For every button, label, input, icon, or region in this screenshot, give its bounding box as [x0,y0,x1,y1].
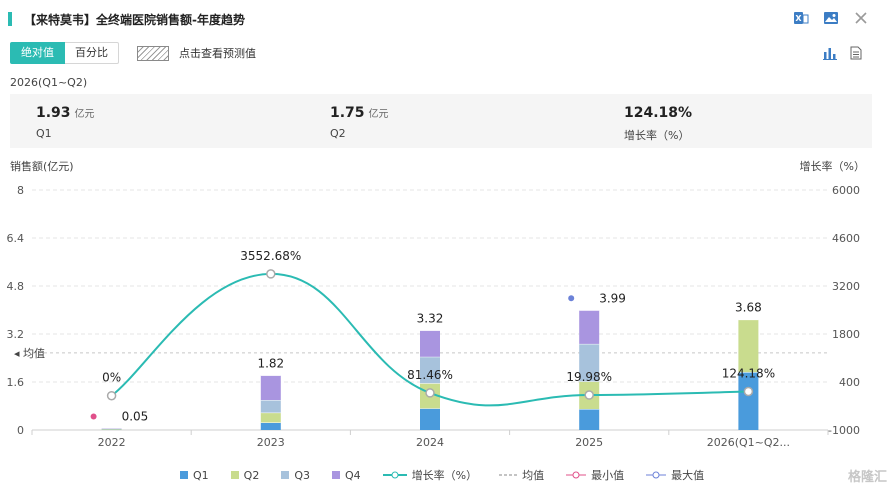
legend-item-growth[interactable]: 增长率（%） [382,467,478,483]
x-tick-label: 2022 [98,436,126,449]
legend-label-average: 均值 [522,469,545,482]
growth-point [106,390,117,401]
left-tick-label: 1.6 [7,376,25,389]
legend-label-growth: 增长率（%） [411,469,478,482]
bar-segment-q1 [738,372,759,430]
growth-point [584,390,594,400]
growth-label: 增长率（%） [624,129,690,142]
bar-chart-icon[interactable] [823,45,839,61]
image-export-icon[interactable] [823,10,839,26]
left-tick-label: 8 [17,184,24,197]
forecast-toggle-label[interactable]: 点击查看预测值 [179,47,256,60]
bar-total-label: 1.82 [257,356,284,370]
bar-segment-q3 [579,343,600,382]
left-axis-title: 销售额(亿元) [10,159,74,173]
growth-point [266,269,276,279]
period-label: 2026(Q1~Q2) [10,76,88,89]
title-accent-bar [8,12,12,26]
close-icon[interactable] [853,10,869,26]
forecast-hatch-swatch[interactable] [137,45,169,61]
legend-item-max[interactable]: 最大值 [646,467,704,483]
bar-segment-q2 [260,412,281,423]
view-toolbar: 绝对值 百分比 点击查看预测值 [10,42,256,64]
left-tick-label: 3.2 [7,328,25,341]
max-value-marker [568,295,575,302]
legend-item-q3[interactable]: Q3 [281,469,310,482]
watermark-logo: 格隆汇 [847,470,887,485]
q1-value: 1.93 [36,105,71,121]
growth-point [743,386,754,397]
bar-segment-q4 [579,310,600,344]
legend-item-q2[interactable]: Q2 [230,468,260,482]
table-view-icon[interactable] [849,45,865,61]
legend-label-min: 最小值 [591,469,625,482]
right-tick-label: 4600 [832,232,860,245]
left-tick-label: 4.8 [7,280,25,293]
legend-item-average[interactable]: 均值 [499,467,544,483]
bar-segment-q2 [101,429,122,430]
q2-unit: 亿元 [368,109,389,120]
bar-total-label: 0.05 [122,410,149,424]
sales-trend-chart: 销售额(亿元) 增长率（%） 0 -1000 1.6 400 3.2 1800 4.8 3200 6… [7,159,866,449]
page-title: 【来特莫韦】全终端医院销售额-年度趋势 [24,13,245,27]
tab-percentage[interactable]: 百分比 [65,42,119,64]
growth-label: 124.18% [722,366,775,380]
view-switcher [823,45,865,61]
legend-label-q4: Q4 [345,468,361,482]
legend-item-q1[interactable]: Q1 [180,469,209,482]
right-tick-label: 400 [839,376,860,389]
bar-segment-q3 [260,400,281,413]
legend-item-q4[interactable]: Q4 [332,469,361,482]
left-tick-label: 0 [17,424,24,437]
x-tick-label: 2023 [257,436,285,449]
right-tick-label: 1800 [832,328,860,341]
svg-text:X: X [795,14,802,23]
summary-q1: 1.93 亿元 Q1 [36,102,95,140]
header-actions: X [793,10,869,26]
legend-item-min[interactable]: 最小值 [566,467,624,483]
bar-segment-q4 [260,375,281,400]
bar-segment-q1 [260,422,281,430]
growth-label: 3552.68% [240,249,301,263]
chart-legend: Q1 Q2 Q3 Q4 增长率（%） 均值 最小值 最大值 [180,466,704,484]
q1-label: Q1 [36,127,52,140]
excel-export-icon[interactable]: X [793,10,809,26]
growth-point [425,388,435,398]
bar-segment-q1 [579,409,600,430]
summary-growth: 124.18% 增长率（%） [624,102,692,143]
right-tick-label: 3200 [832,280,860,293]
growth-value: 124.18% [624,105,693,121]
q1-unit: 亿元 [74,109,95,120]
summary-q2: 1.75 亿元 Q2 [330,102,389,140]
growth-line [110,272,749,407]
legend-label-max: 最大值 [671,469,705,482]
x-tick-label: 2024 [416,436,444,449]
x-tick-label: 2025 [575,436,603,449]
bar-total-label: 3.32 [417,311,444,325]
average-label: ◂ 均值 [14,347,45,360]
legend-label-q2: Q2 [243,468,260,482]
right-tick-label: -1000 [828,424,860,437]
bar-segment-q1 [420,408,440,430]
growth-label: 19.98% [566,370,612,384]
growth-label: 81.46% [407,368,453,382]
legend-label-q3: Q3 [294,468,311,482]
tab-absolute-value[interactable]: 绝对值 [10,42,65,64]
left-tick-label: 6.4 [7,232,25,245]
bar-segment-q3 [420,356,440,384]
right-tick-label: 6000 [832,184,860,197]
growth-label: 0% [102,371,121,385]
legend-label-q1: Q1 [193,468,209,482]
bar-total-label: 3.68 [735,301,762,315]
header: 【来特莫韦】全终端医院销售额-年度趋势 X [0,0,893,38]
x-tick-label: 2026(Q1~Q2... [707,436,790,449]
bar-segment-q4 [420,330,440,357]
min-value-marker [90,413,97,420]
right-axis-title: 增长率（%） [800,159,865,173]
bar-segment-q2 [738,319,759,373]
q2-label: Q2 [330,127,346,140]
q2-value: 1.75 [330,105,365,121]
summary-panel: 1.93 亿元 Q1 1.75 亿元 Q2 124.18% 增长率（%） [10,94,872,148]
bar-total-label: 3.99 [599,291,626,305]
